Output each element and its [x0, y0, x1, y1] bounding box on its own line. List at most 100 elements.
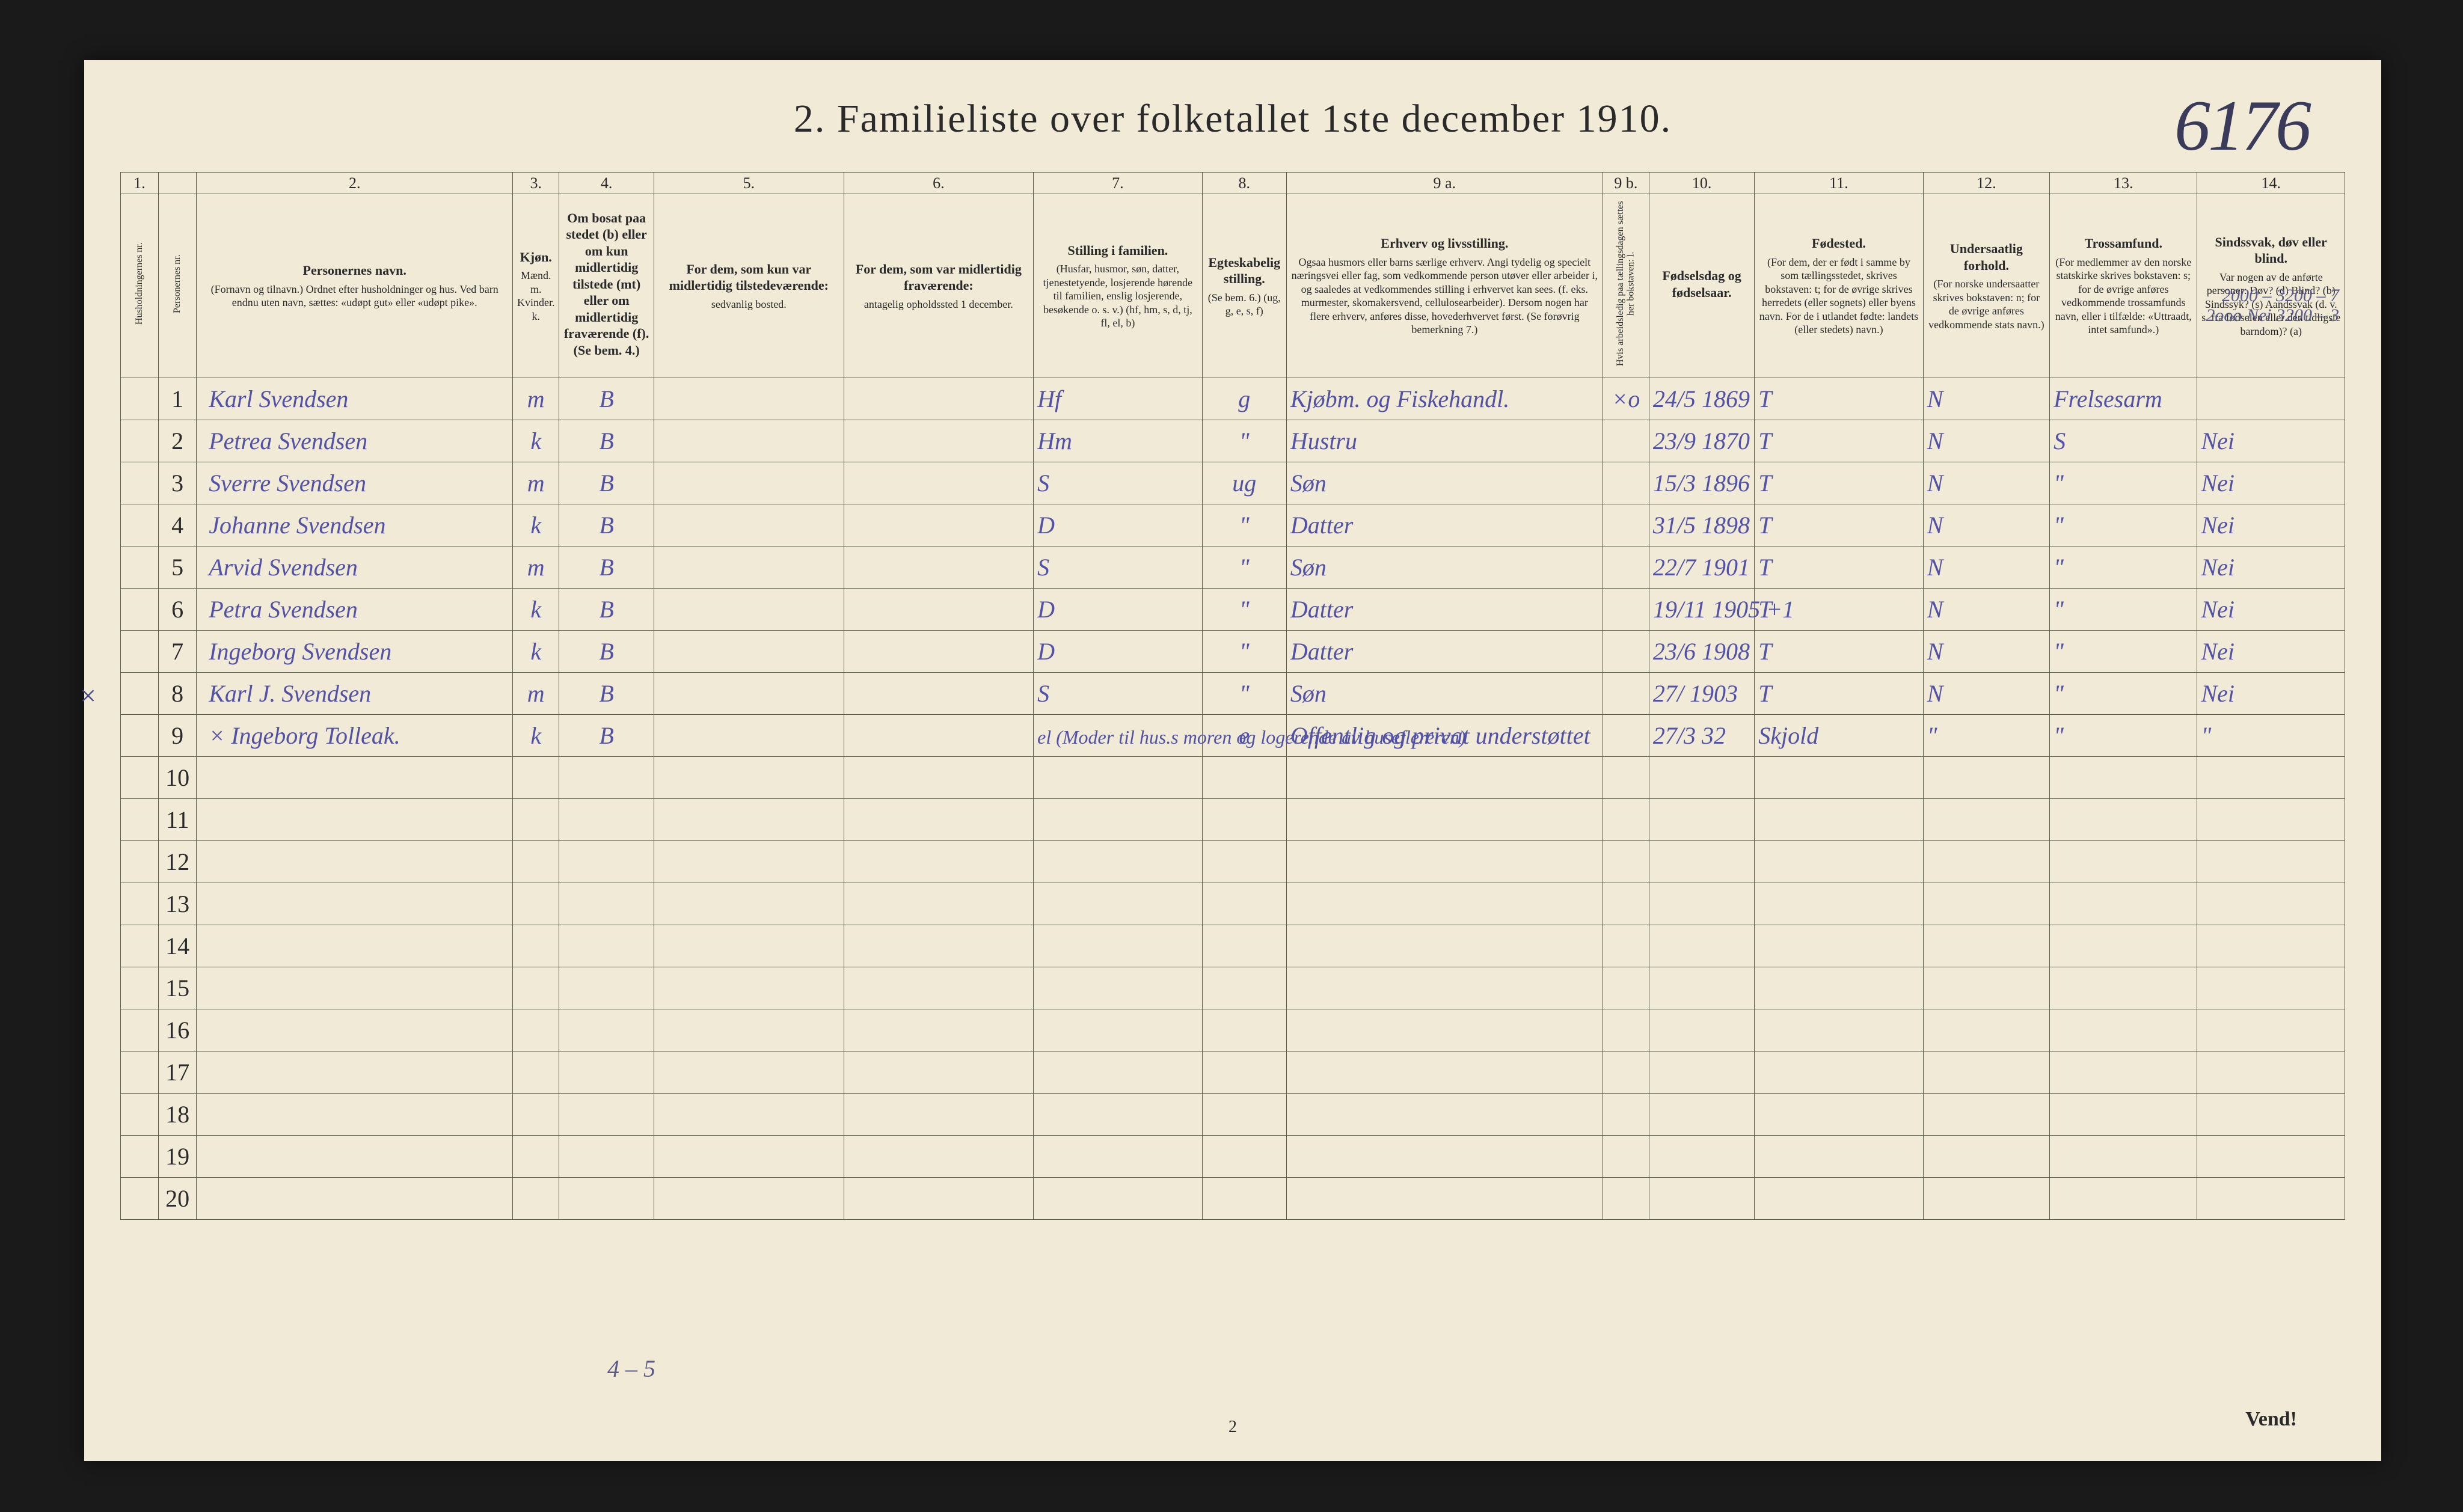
column-header-sub: (For medlemmer av den norske statskirke … — [2054, 256, 2193, 337]
handwritten-value: T — [1758, 596, 1771, 623]
cell-infirm: Nei — [2197, 504, 2345, 546]
cell-nation: N — [1923, 378, 2049, 420]
cell-absent — [844, 1178, 1034, 1220]
table-row: 6Petra SvendsenkBD"Datter19/11 1905 +1TN… — [121, 589, 2345, 631]
cell-birthplace: Skjold — [1755, 715, 1923, 757]
cell-birth: 22/7 1901 — [1649, 546, 1754, 589]
table-body: 1Karl SvendsenmBHfgKjøbm. og Fiskehandl.… — [121, 378, 2345, 1220]
cell-infirm — [2197, 799, 2345, 841]
cell-name: × Ingeborg Tolleak. — [197, 715, 513, 757]
cell-nation — [1923, 1178, 2049, 1220]
cell-sex — [513, 1009, 559, 1051]
handwritten-value: Kjøbm. og Fiskehandl. — [1290, 385, 1509, 412]
column-header: Fødested.(For dem, der er født i samme b… — [1755, 194, 1923, 378]
cell-infirm: Nei — [2197, 589, 2345, 631]
cell-occupation — [1286, 841, 1603, 883]
cell-res: B — [559, 420, 654, 462]
handwritten-value: Datter — [1290, 638, 1353, 665]
cell-famrole — [1034, 1136, 1202, 1178]
cell-usual — [654, 462, 844, 504]
cell-res — [559, 841, 654, 883]
handwritten-value: Karl J. Svendsen — [209, 680, 371, 707]
cell-birthplace — [1755, 925, 1923, 967]
cell-name — [197, 1136, 513, 1178]
cell-occupation — [1286, 1178, 1603, 1220]
handwritten-value: D — [1037, 512, 1055, 539]
cell-res — [559, 1051, 654, 1094]
cell-usual — [654, 925, 844, 967]
handwritten-value: Nei — [2201, 596, 2234, 623]
cell-nation: N — [1923, 589, 2049, 631]
cell-idle — [1603, 673, 1649, 715]
cell-birthplace — [1755, 1136, 1923, 1178]
cell-res: B — [559, 589, 654, 631]
handwritten-value: ug — [1232, 470, 1256, 497]
cell-nation: N — [1923, 631, 2049, 673]
handwritten-value: N — [1927, 427, 1943, 455]
cell-sex: m — [513, 462, 559, 504]
cell-marital — [1202, 1094, 1286, 1136]
cell-idle — [1603, 799, 1649, 841]
footer-vend-label: Vend! — [2245, 1408, 2297, 1431]
handwritten-value: " — [1927, 722, 1937, 749]
cell-infirm — [2197, 1136, 2345, 1178]
column-header-sub: (For norske undersaatter skrives bokstav… — [1927, 277, 2046, 331]
cell-faith: " — [2050, 673, 2197, 715]
table-row: 9× Ingeborg Tolleak.kBel (Moder til hus.… — [121, 715, 2345, 757]
table-row: 18 — [121, 1094, 2345, 1136]
cell-name: Sverre Svendsen — [197, 462, 513, 504]
cell-idle — [1603, 1051, 1649, 1094]
cell-infirm: Nei — [2197, 420, 2345, 462]
cell-idle — [1603, 589, 1649, 631]
cell-faith — [2050, 1178, 2197, 1220]
table-row: 13 — [121, 883, 2345, 925]
cell-birth: 24/5 1869 — [1649, 378, 1754, 420]
cell-res: B — [559, 631, 654, 673]
cell-infirm: Nei — [2197, 462, 2345, 504]
cell-birth — [1649, 1094, 1754, 1136]
cell-sex: k — [513, 420, 559, 462]
cell-household-nr — [121, 841, 159, 883]
cell-birth — [1649, 1009, 1754, 1051]
handwritten-value: Søn — [1290, 470, 1327, 497]
cell-usual — [654, 631, 844, 673]
handwritten-value: B — [599, 470, 613, 497]
cell-famrole: Hm — [1034, 420, 1202, 462]
cell-res — [559, 1009, 654, 1051]
cell-person-nr: 16 — [159, 1009, 197, 1051]
handwritten-value: " — [2054, 722, 2064, 749]
cell-usual — [654, 1051, 844, 1094]
handwritten-value: k — [530, 596, 541, 623]
cell-usual — [654, 504, 844, 546]
cell-occupation — [1286, 883, 1603, 925]
cell-nation — [1923, 799, 2049, 841]
top-right-annotation-line1: 2000 – 3200 – 7 — [2222, 286, 2339, 305]
column-header: Undersaatlig forhold.(For norske undersa… — [1923, 194, 2049, 378]
cell-res: B — [559, 504, 654, 546]
cell-nation — [1923, 841, 2049, 883]
cell-sex — [513, 757, 559, 799]
column-number-row: 1.2.3.4.5.6.7.8.9 a.9 b.10.11.12.13.14. — [121, 173, 2345, 194]
handwritten-value: m — [527, 470, 545, 497]
handwritten-value: k — [530, 512, 541, 539]
cell-res: B — [559, 462, 654, 504]
cell-birth — [1649, 1051, 1754, 1094]
cell-birthplace — [1755, 799, 1923, 841]
column-header-title: Sindssvak, døv eller blind. — [2201, 234, 2341, 267]
handwritten-value: Offentlig og privat understøttet — [1290, 722, 1590, 749]
handwritten-value: Nei — [2201, 470, 2234, 497]
cell-household-nr — [121, 799, 159, 841]
column-number: 2. — [197, 173, 513, 194]
cell-absent — [844, 925, 1034, 967]
cell-marital: " — [1202, 420, 1286, 462]
cell-birth — [1649, 967, 1754, 1009]
cell-absent — [844, 883, 1034, 925]
handwritten-value: T — [1758, 512, 1771, 539]
handwritten-value: B — [599, 427, 613, 455]
handwritten-value: Hm — [1037, 427, 1072, 455]
cell-sex: m — [513, 546, 559, 589]
cell-sex — [513, 883, 559, 925]
table-row: 17 — [121, 1051, 2345, 1094]
column-number: 10. — [1649, 173, 1754, 194]
handwritten-value: N — [1927, 385, 1943, 412]
